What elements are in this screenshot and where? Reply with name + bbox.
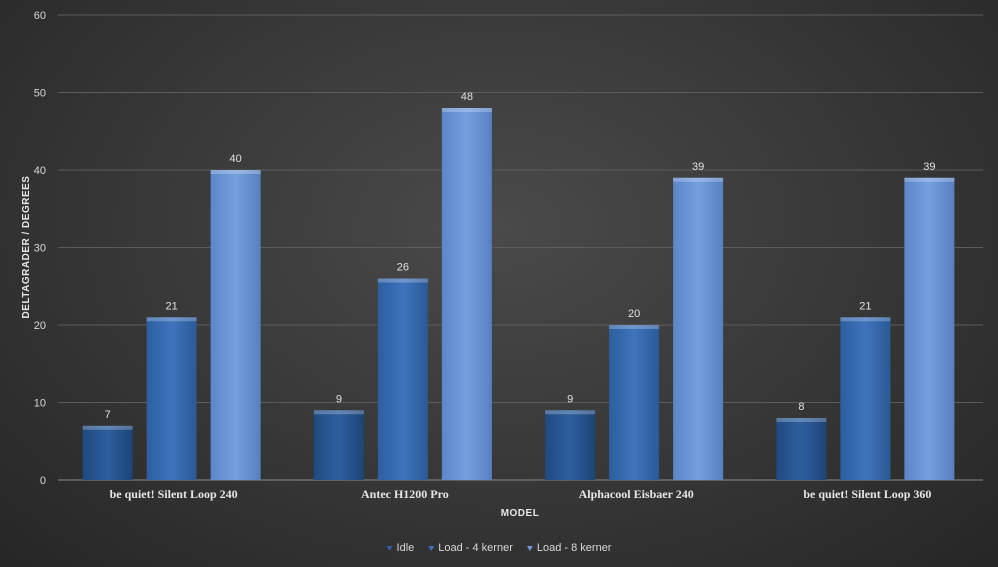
bar-2 <box>840 317 891 480</box>
legend-item: Load - 4 kerner <box>428 542 513 554</box>
bar-2 <box>609 325 660 480</box>
bar-top-highlight <box>840 317 891 322</box>
y-tick-label: 10 <box>34 398 46 410</box>
data-label: 9 <box>567 393 573 405</box>
x-axis-title: MODEL <box>501 508 540 519</box>
y-tick-label: 50 <box>34 88 46 100</box>
data-label: 8 <box>798 401 804 413</box>
legend-label: Load - 8 kerner <box>537 542 612 554</box>
data-label: 20 <box>628 308 640 320</box>
bar-2 <box>377 278 428 480</box>
data-label: 39 <box>692 161 704 173</box>
x-tick-label: Alphacool Eisbaer 240 <box>579 487 694 501</box>
bar-3 <box>441 108 492 480</box>
bar-3 <box>904 177 955 480</box>
legend-marker <box>428 546 435 551</box>
bar-top-highlight <box>609 325 660 329</box>
data-label: 7 <box>105 409 111 421</box>
bar-top-highlight <box>673 177 724 182</box>
y-tick-label: 60 <box>34 10 46 22</box>
x-tick-label: Antec H1200 Pro <box>361 487 449 501</box>
bar-1 <box>776 418 827 480</box>
bar-top-highlight <box>313 410 364 415</box>
y-tick-label: 20 <box>34 320 46 332</box>
bar-top-highlight <box>776 418 827 422</box>
bar-top-highlight <box>146 317 197 322</box>
legend-item: Load - 8 kerner <box>526 542 612 554</box>
y-axis-title: DELTAGRADER / DEGREES <box>21 176 32 319</box>
x-tick-label: be quiet! Silent Loop 240 <box>110 487 238 501</box>
legend-label: Idle <box>397 542 415 554</box>
bar-top-highlight <box>441 108 492 112</box>
data-label: 48 <box>461 91 473 103</box>
bar-top-highlight <box>545 410 596 415</box>
bar-3 <box>210 170 261 480</box>
bar-1 <box>545 410 596 480</box>
legend-label: Load - 4 kerner <box>438 542 513 554</box>
bar-top-highlight <box>377 278 428 283</box>
y-tick-label: 40 <box>34 165 46 177</box>
bar-2 <box>146 317 197 480</box>
legend-item: Idle <box>386 542 415 554</box>
data-label: 21 <box>859 300 871 312</box>
data-label: 40 <box>230 153 242 165</box>
bar-3 <box>673 177 724 480</box>
bar-1 <box>82 425 133 480</box>
data-label: 39 <box>923 161 935 173</box>
bar-top-highlight <box>82 425 133 430</box>
bar-top-highlight <box>904 177 955 182</box>
y-tick-label: 0 <box>40 475 46 487</box>
data-label: 21 <box>166 300 178 312</box>
legend-marker <box>526 546 533 551</box>
data-label: 26 <box>397 262 409 274</box>
legend: Idle Load - 4 kerner Load - 8 kerner <box>386 542 612 554</box>
y-tick-label: 30 <box>34 243 46 255</box>
x-tick-label: be quiet! Silent Loop 360 <box>803 487 931 501</box>
legend-marker <box>386 546 393 551</box>
bar-top-highlight <box>210 170 261 174</box>
bar-1 <box>313 410 364 480</box>
data-label: 9 <box>336 393 342 405</box>
